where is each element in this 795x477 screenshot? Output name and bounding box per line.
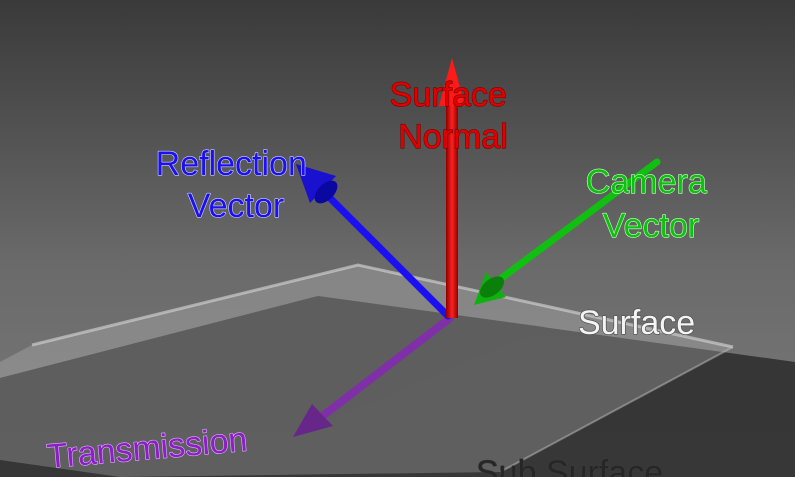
surface-normal-label-line1: Surface <box>390 76 507 114</box>
reflection-vector-label-line1: Reflection <box>156 145 307 183</box>
reflection-vector-arrow <box>296 164 452 320</box>
surface-plane <box>0 265 733 477</box>
camera-vector-arrow <box>474 158 661 305</box>
reflection-vector-label: Reflection Vector <box>156 145 317 225</box>
transmission-vector-arrow <box>293 314 454 437</box>
surface-normal-arrow <box>439 58 465 318</box>
surface-plane-edge-right <box>499 346 734 473</box>
surface-label: Surface <box>578 304 695 342</box>
sub-surface-label: Sub Surface <box>476 454 663 477</box>
surface-normal-label-line2: Normal <box>398 118 508 156</box>
camera-vector-label-line2: Vector <box>603 207 699 245</box>
surface-plane-edge <box>31 263 734 349</box>
camera-vector-label-line1: Camera <box>586 163 707 201</box>
surface-normal-label: Surface Normal <box>390 76 517 156</box>
camera-vector-label: Camera Vector <box>586 163 716 245</box>
sub-surface-shade <box>0 296 545 477</box>
reflection-vector-label-line2: Vector <box>188 187 284 225</box>
